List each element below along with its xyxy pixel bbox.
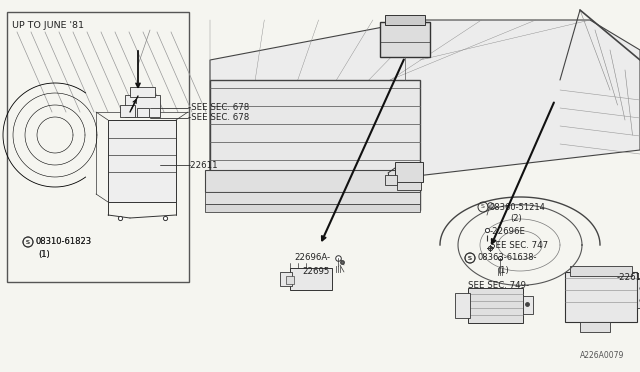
Text: 08360-51214: 08360-51214 (490, 202, 546, 212)
Bar (280, 272, 292, 286)
Bar (205, 204, 420, 212)
Bar (395, 162, 423, 182)
Bar (108, 120, 176, 202)
Text: -SEE SEC. 678: -SEE SEC. 678 (188, 103, 249, 112)
Text: -22696E: -22696E (490, 228, 526, 237)
Text: 08310-61823: 08310-61823 (35, 237, 91, 247)
Bar (205, 170, 420, 192)
Text: (2): (2) (510, 215, 522, 224)
Text: A226A0079: A226A0079 (580, 350, 625, 359)
Bar (125, 95, 160, 117)
Bar (7, 12, 189, 282)
Bar (130, 87, 155, 97)
Bar (637, 278, 640, 308)
Polygon shape (210, 20, 640, 200)
Text: 22696A-: 22696A- (294, 253, 330, 263)
Bar (565, 272, 637, 322)
Bar (137, 108, 149, 117)
Text: SEE SEC. 749-: SEE SEC. 749- (468, 280, 529, 289)
Text: -SEE SEC. 678: -SEE SEC. 678 (188, 113, 249, 122)
Text: S: S (468, 256, 472, 260)
Text: 08310-61823: 08310-61823 (35, 237, 91, 247)
Text: 22695: 22695 (303, 267, 330, 276)
Text: (1): (1) (497, 266, 509, 275)
Bar (570, 266, 632, 276)
Bar (580, 322, 610, 332)
Bar (286, 276, 294, 284)
Text: (1): (1) (38, 250, 50, 260)
Bar (468, 288, 523, 323)
Bar (290, 268, 332, 290)
Text: S: S (26, 240, 30, 244)
Bar (523, 296, 533, 314)
Text: -22611: -22611 (188, 160, 219, 170)
Bar (385, 175, 397, 185)
Text: SEE SEC. 747: SEE SEC. 747 (490, 241, 548, 250)
Bar (455, 293, 470, 318)
Text: (1): (1) (38, 250, 50, 259)
Text: 08363-61638-: 08363-61638- (477, 253, 536, 263)
Text: -22611: -22611 (616, 273, 640, 282)
Bar (210, 80, 420, 210)
Bar (205, 192, 420, 204)
Text: UP TO JUNE '81: UP TO JUNE '81 (12, 22, 84, 31)
Text: S: S (468, 256, 472, 260)
Bar (120, 105, 135, 117)
Text: S: S (481, 205, 485, 209)
Bar (380, 22, 430, 57)
Text: S: S (26, 240, 30, 244)
Bar (397, 182, 421, 190)
Bar (385, 15, 425, 25)
